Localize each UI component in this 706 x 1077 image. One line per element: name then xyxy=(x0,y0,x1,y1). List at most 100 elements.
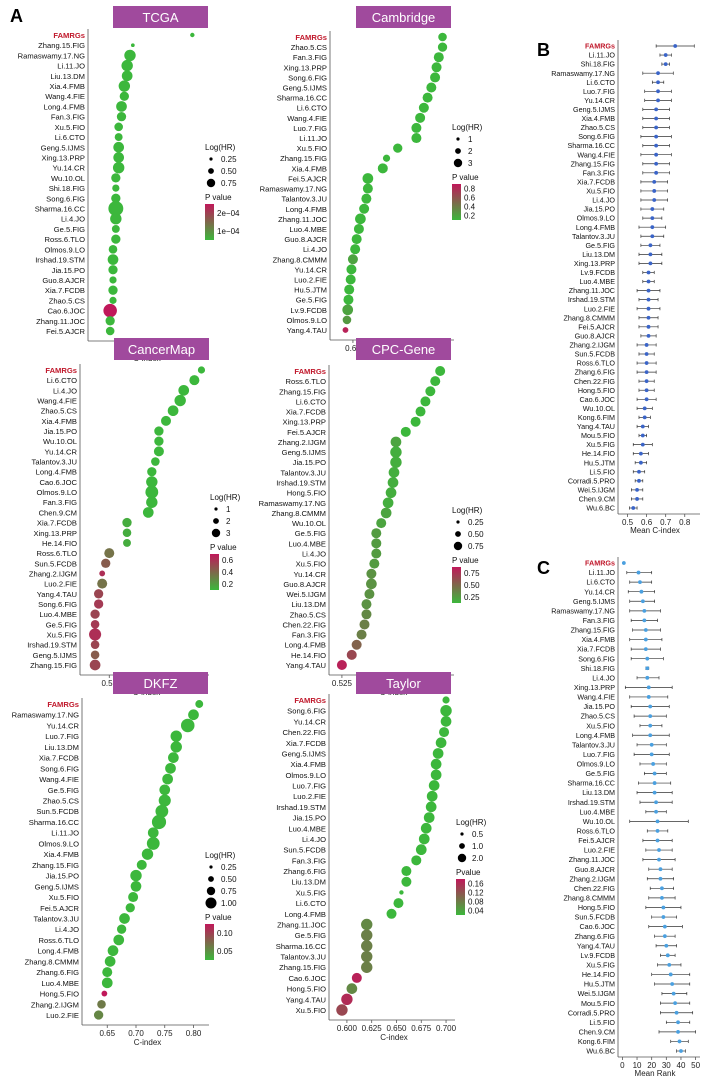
mean-rank-category-label: Guo.8.AJCR xyxy=(575,865,615,874)
dkfz-category-label: Wang.4.FIE xyxy=(39,775,79,784)
cpc-gene-color-legend-label: 0.75 xyxy=(464,569,480,578)
cancermap-size-legend-dot xyxy=(214,507,218,511)
cpc-gene-bubble xyxy=(385,487,397,499)
mean-rank-mean-point xyxy=(642,618,647,623)
mean-c-index-mean-point xyxy=(637,478,641,483)
tcga-category-label: Li.11.JO xyxy=(57,62,85,71)
mean-c-index-category-label: Zhang.6.FIG xyxy=(575,368,616,377)
dkfz-color-bar xyxy=(205,924,214,960)
tcga-size-legend-title: Log(HR) xyxy=(205,143,236,152)
mean-rank-mean-point xyxy=(652,790,657,795)
cambridge-bubble xyxy=(430,72,441,83)
cambridge-bubble xyxy=(382,154,391,162)
mean-c-index-category-label: Li.4.JO xyxy=(592,196,615,205)
mean-c-index-mean-point xyxy=(663,62,668,67)
mean-c-index-mean-point xyxy=(644,388,649,393)
mean-c-index-category-label: Guo.8.AJCR xyxy=(575,331,615,340)
cambridge-size-legend-label: 1 xyxy=(468,135,473,144)
mean-c-index-mean-point xyxy=(644,361,649,365)
mean-c-index-mean-point xyxy=(654,125,659,130)
cpc-gene-bubble xyxy=(361,609,372,620)
dkfz-bubble xyxy=(101,990,108,997)
cancermap-category-label: He.14.FIO xyxy=(42,539,77,548)
taylor-bubble xyxy=(435,737,447,749)
mean-c-index-x-tick-label: 0.5 xyxy=(622,518,634,527)
tcga-bubble xyxy=(124,49,136,62)
tcga-category-label: Li.6.CTO xyxy=(55,133,85,142)
cancermap-category-label: Yang.4.TAU xyxy=(37,590,77,599)
cpc-gene-category-label: Xia.7.FCDB xyxy=(286,408,326,417)
mean-rank-mean-point xyxy=(660,886,664,891)
dkfz-category-label: Sun.5.FCDB xyxy=(36,807,79,816)
mean-rank-category-label: He.14.FIO xyxy=(582,970,616,979)
cancermap-bubble xyxy=(90,640,100,649)
mean-c-index-mean-point xyxy=(650,225,655,230)
cancermap-size-legend-dot xyxy=(213,518,219,524)
cpc-gene-category-label: Hong.5.FIO xyxy=(287,489,326,498)
tcga-bubble xyxy=(103,303,117,318)
dkfz-bubble xyxy=(113,934,125,946)
dkfz-category-label: Xia.7.FCDB xyxy=(39,754,79,763)
cpc-gene-category-label: Fei.5.AJCR xyxy=(287,428,326,437)
mean-rank-x-tick-label: 50 xyxy=(691,1061,700,1070)
mean-c-index-x-tick-label: 0.7 xyxy=(660,518,672,527)
mean-c-index-mean-point xyxy=(644,379,649,384)
cpc-gene-category-label: Ge.5.FIG xyxy=(295,529,326,538)
cancermap-category-label: Zhao.5.CS xyxy=(41,407,77,416)
dkfz-bubble xyxy=(116,924,127,934)
cancermap-size-legend-label: 3 xyxy=(226,529,231,538)
mean-rank-mean-point xyxy=(648,733,653,738)
mean-c-index-category-label: Chen.9.CM xyxy=(579,495,615,504)
mean-rank-mean-point xyxy=(677,1039,682,1044)
cambridge-bubble xyxy=(342,327,349,333)
cancermap-category-label: Xia.7.FCDB xyxy=(37,519,77,528)
tcga-color-legend-label: 1e−04 xyxy=(217,227,240,236)
tcga-category-label: Guo.8.AJCR xyxy=(42,276,85,285)
tcga-bubble xyxy=(116,112,127,122)
mean-c-index-category-label: Shi.18.FIG xyxy=(581,60,616,69)
tcga-bubble xyxy=(109,296,117,304)
cancermap-category-label: Jia.15.PO xyxy=(44,427,77,436)
mean-c-index-category-label: Wei.5.IJGM xyxy=(578,485,615,494)
cancermap-bubble xyxy=(99,570,106,577)
mean-c-index-mean-point xyxy=(638,460,643,465)
taylor-category-label: Xia.7.FCDB xyxy=(286,739,326,748)
dkfz-category-label: Li.4.JO xyxy=(55,925,79,934)
cpc-gene-bubble xyxy=(366,578,377,590)
cpc-gene-category-label: He.14.FIO xyxy=(291,651,326,660)
dkfz-x-tick-label: 0.65 xyxy=(99,1029,115,1038)
dkfz-category-label: Li.11.JO xyxy=(51,829,79,838)
cancermap-bubble xyxy=(90,609,100,619)
cancermap-bubble xyxy=(197,366,206,374)
mean-c-index-category-label: Corradi.5.PRO xyxy=(568,476,616,485)
mean-c-index-mean-point xyxy=(663,53,668,57)
tcga-category-label: Shi.18.FIG xyxy=(49,184,85,193)
tcga-category-label: Yu.14.CR xyxy=(52,164,85,173)
cancermap-category-label: Yu.14.CR xyxy=(44,447,77,456)
cancermap-size-legend-label: 2 xyxy=(226,517,231,526)
cpc-gene-size-legend-dot xyxy=(456,520,460,524)
mean-c-index-mean-point xyxy=(644,352,649,356)
mean-rank-category-label: Olmos.9.LO xyxy=(577,760,616,769)
mean-c-index-x-tick-label: 0.8 xyxy=(679,518,691,527)
mean-c-index-category-label: Sharma.16.CC xyxy=(567,141,615,150)
cambridge-bubble xyxy=(437,42,448,52)
cancermap-x-tick-label: 0.55 xyxy=(101,679,117,688)
mean-c-index-category-label: Wu.10.OL xyxy=(583,404,615,413)
tcga-bubble xyxy=(118,80,131,92)
taylor-bubble xyxy=(361,950,373,963)
cancermap-color-legend-label: 0.4 xyxy=(222,568,234,577)
mean-c-index-category-label: Mou.5.FIO xyxy=(581,431,615,440)
mean-rank-mean-point xyxy=(668,972,673,977)
mean-rank-category-label: Li.5.FIO xyxy=(589,1018,615,1027)
cambridge-category-label: Li.6.CTO xyxy=(297,104,327,113)
mean-rank-mean-point xyxy=(660,896,664,900)
mean-rank-mean-point xyxy=(649,752,654,757)
cambridge-bubble xyxy=(438,32,447,42)
tcga-category-label: Cao.6.JOC xyxy=(47,307,85,316)
mean-rank-category-label: Zhang.8.CMMM xyxy=(563,894,615,903)
cpc-gene-bubble xyxy=(364,589,375,600)
mean-c-index-forest-chart: FAMRGsLi.11.JOShi.18.FIGRamaswamy.17.NGL… xyxy=(551,40,700,535)
cpc-gene-bubble xyxy=(346,649,357,660)
mean-c-index-mean-point xyxy=(654,143,659,148)
